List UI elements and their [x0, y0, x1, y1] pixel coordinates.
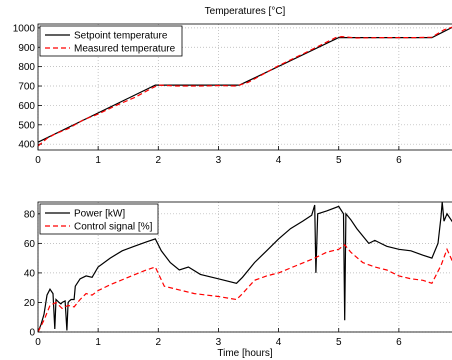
- power-x-tick-label: 1: [95, 337, 101, 348]
- temperature-x-tick-label: 0: [35, 155, 41, 166]
- power-axes-frame: [37, 201, 452, 333]
- temperature-y-tick-label: 1000: [13, 23, 36, 34]
- power-plot-xlabel: Time [hours]: [217, 348, 272, 359]
- power-legend-label: Control signal [%]: [74, 222, 153, 233]
- temperature-axes-frame: [37, 23, 452, 151]
- temperature-legend: [39, 25, 183, 57]
- power-x-tick-label: 2: [156, 337, 162, 348]
- power-x-tick-label: 4: [276, 337, 282, 348]
- temperature-y-tick-label: 400: [18, 140, 35, 151]
- temperature-y-tick-label: 500: [18, 120, 35, 131]
- temperature-y-tick-label: 800: [18, 62, 35, 73]
- temperature-y-tick-label: 700: [18, 82, 35, 93]
- power-series-secondary-line: [38, 243, 452, 332]
- temperature-x-tick-label: 1: [95, 155, 101, 166]
- temperature-legend-label: Setpoint temperature: [74, 31, 168, 42]
- temperature-y-tick-label: 900: [18, 43, 35, 54]
- power-y-tick-label: 20: [24, 298, 36, 309]
- power-legend-label: Power [kW]: [74, 209, 125, 220]
- power-y-tick-label: 80: [24, 209, 36, 220]
- power-legend: [39, 203, 159, 235]
- power-x-tick-label: 3: [216, 337, 222, 348]
- power-x-tick-label: 6: [396, 337, 402, 348]
- temperature-series-secondary-line: [38, 26, 452, 147]
- temperature-x-tick-label: 6: [396, 155, 402, 166]
- power-y-tick-label: 0: [29, 328, 35, 339]
- temperature-x-tick-label: 3: [216, 155, 222, 166]
- temperature-x-tick-label: 2: [156, 155, 162, 166]
- temperature-plot-title: Temperatures [°C]: [205, 6, 286, 17]
- power-x-tick-label: 0: [35, 337, 41, 348]
- power-series-primary-line: [38, 202, 452, 332]
- temperature-plot: Temperatures [°C] 0 1 2 3 4 5 6 400 500 600 700 800…: [13, 6, 452, 166]
- temperature-y-tick-label: 600: [18, 101, 35, 112]
- temperature-series-primary-line: [38, 26, 452, 143]
- power-y-tick-label: 60: [24, 239, 36, 250]
- temperature-x-tick-label: 5: [336, 155, 342, 166]
- temperature-legend-label: Measured temperature: [74, 44, 176, 55]
- temperature-x-tick-label: 4: [276, 155, 282, 166]
- power-x-tick-label: 5: [336, 337, 342, 348]
- power-y-tick-label: 40: [24, 268, 36, 279]
